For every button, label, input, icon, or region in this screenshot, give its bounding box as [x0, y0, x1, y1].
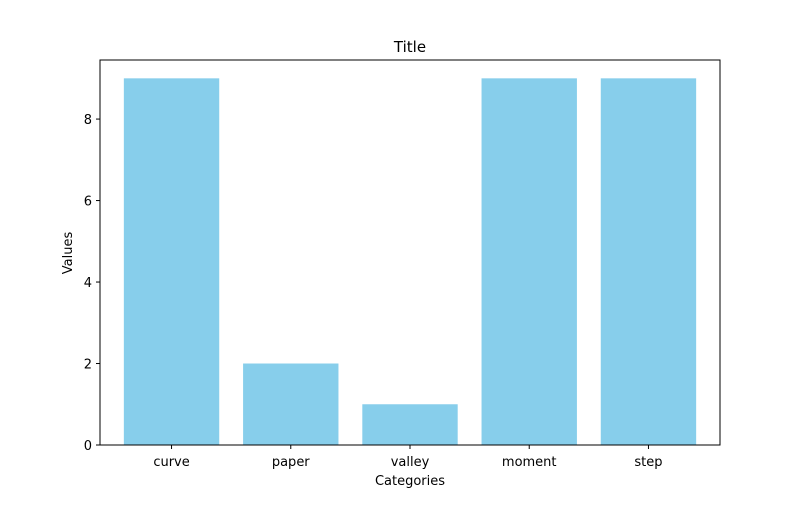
y-tick-label: 2	[84, 358, 92, 373]
y-axis-label: Values	[61, 232, 76, 275]
y-axis: 0 2 4 6 8	[84, 113, 100, 454]
x-tick-label: moment	[502, 455, 557, 470]
y-tick-label: 6	[84, 195, 92, 210]
bar-valley	[362, 404, 458, 445]
bar-moment	[481, 78, 577, 445]
y-tick-label: 0	[84, 439, 92, 454]
bar-paper	[243, 363, 339, 445]
x-tick-label: step	[634, 455, 662, 470]
x-axis: curve paper valley moment step	[153, 445, 663, 470]
bar-curve	[123, 78, 220, 445]
y-tick-label: 4	[84, 276, 92, 291]
bars-group	[123, 78, 697, 445]
chart-title: Title	[393, 38, 426, 56]
bar-step	[600, 78, 697, 445]
x-axis-label: Categories	[375, 474, 445, 489]
x-tick-label: curve	[153, 455, 189, 470]
x-tick-label: valley	[391, 455, 430, 470]
x-tick-label: paper	[272, 455, 310, 470]
y-tick-label: 8	[84, 113, 92, 128]
